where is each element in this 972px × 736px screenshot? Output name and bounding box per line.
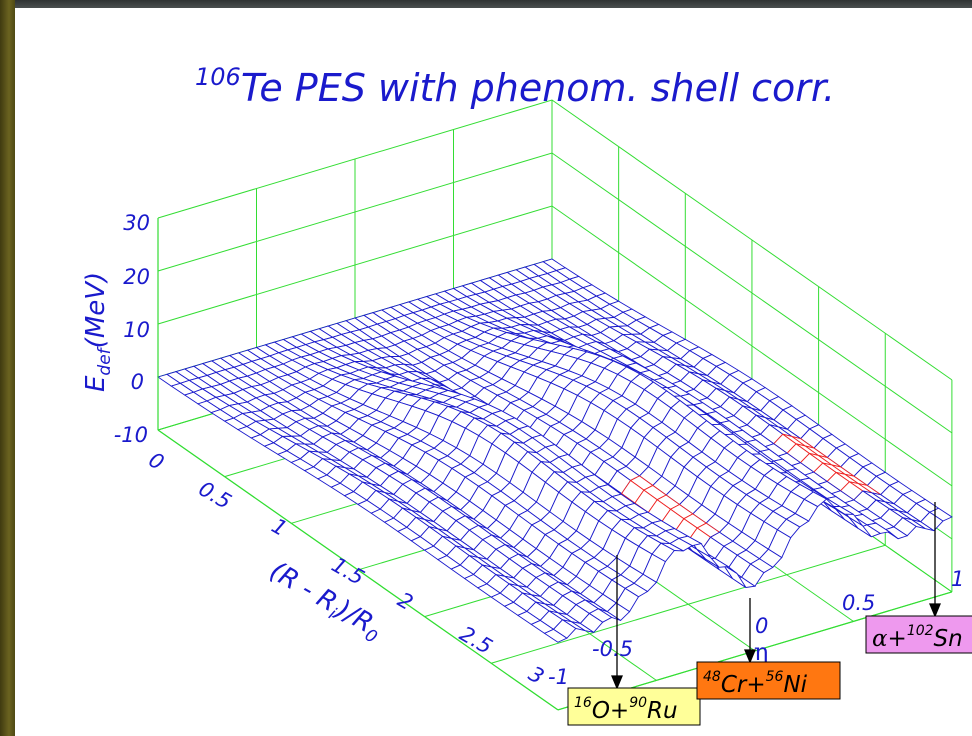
z-tick-label: 30	[123, 211, 150, 235]
tag-alpha-tin: α+102Sn	[865, 615, 972, 654]
x-tick-label: 0.5	[195, 477, 236, 514]
arrow-head-crni	[744, 649, 756, 664]
x-floor-line	[491, 544, 886, 664]
tag-label-oru: 16O+90Ru	[574, 695, 678, 724]
left-border	[0, 0, 15, 736]
x-tick-label: 2.5	[456, 622, 497, 659]
eta-tick-label: -0.5	[592, 637, 633, 661]
title-superscript: 106	[195, 63, 241, 91]
x-tick-label: 1	[268, 514, 292, 541]
frame-edge	[157, 429, 559, 711]
eta-tick-label: 0.5	[842, 591, 875, 615]
x-axis-label: (R - Ri)/R0	[263, 556, 388, 648]
chart-title: 106Te PES with phenom. shell corr.	[195, 63, 835, 110]
title-text: Te PES with phenom. shell corr.	[241, 66, 835, 110]
surface-cell	[543, 628, 568, 643]
x-tick-label: 2	[394, 588, 418, 615]
tag-oxygen-ruthenium: 16O+90Ru	[567, 687, 701, 726]
eta-tick-label: 0	[755, 614, 768, 638]
x-tick-label: 1.5	[328, 553, 369, 590]
top-border	[0, 0, 972, 8]
tag-label-crni: 48Cr+56Ni	[703, 669, 808, 698]
tag-label-alsn: α+102Sn	[872, 623, 963, 652]
eta-tick-label: 1	[951, 567, 964, 591]
z-tick-label: -10	[114, 423, 148, 447]
x-tick-label: 0	[145, 448, 169, 475]
eta-tick-label: -1	[548, 665, 569, 689]
z-tick-label: 0	[131, 370, 144, 394]
eta-axis-label: η	[754, 638, 768, 666]
tag-chromium-nickel: 48Cr+56Ni	[696, 661, 841, 700]
z-tick-label: 20	[123, 265, 150, 289]
annotation-arrows	[611, 502, 941, 690]
z-axis-label: Edef(MeV)	[81, 272, 115, 392]
arrow-head-oru	[611, 675, 623, 690]
energy-surface	[156, 258, 953, 643]
arrow-head-alsn	[929, 603, 941, 618]
z-tick-label: 10	[123, 318, 150, 342]
x-tick-label: 3	[525, 662, 549, 689]
